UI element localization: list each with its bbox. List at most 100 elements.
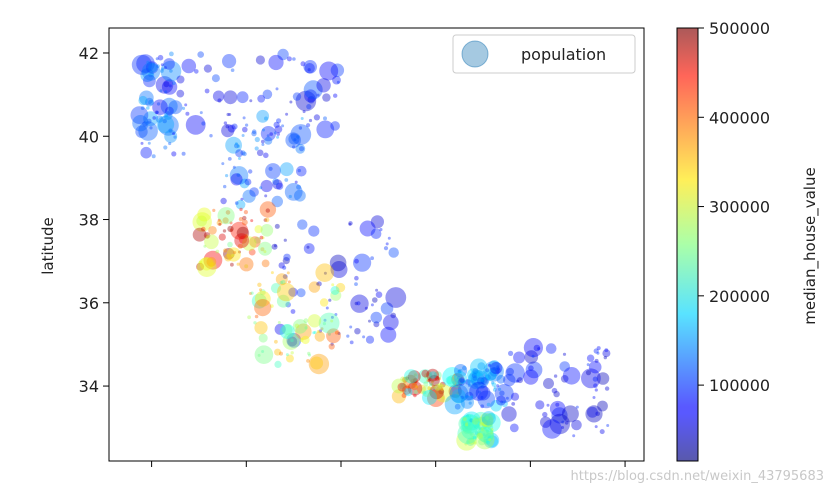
scatter-point	[295, 143, 306, 154]
scatter-point	[561, 405, 579, 423]
scatter-point	[326, 328, 341, 344]
scatter-point	[160, 63, 164, 67]
scatter-point	[462, 411, 482, 431]
scatter-point	[173, 135, 177, 139]
scatter-point	[553, 390, 560, 398]
scatter-point	[224, 253, 232, 262]
scatter-point	[458, 379, 479, 401]
scatter-point	[586, 363, 590, 367]
scatter-point	[279, 324, 295, 339]
scatter-point	[330, 289, 342, 301]
scatter-point	[261, 236, 265, 240]
scatter-point	[469, 381, 489, 401]
scatter-point	[350, 294, 369, 313]
scatter-point	[272, 178, 280, 186]
scatter-point	[261, 350, 265, 353]
scatter-point	[304, 62, 315, 74]
scatter-point	[316, 93, 320, 97]
scatter-point	[296, 184, 302, 190]
scatter-point	[480, 377, 489, 385]
scatter-point	[155, 111, 159, 114]
scatter-point	[270, 304, 274, 308]
scatter-point	[383, 246, 389, 251]
scatter-point	[318, 329, 322, 333]
scatter-point	[540, 416, 552, 428]
scatter-point	[279, 162, 294, 177]
scatter-point	[254, 236, 261, 244]
scatter-point	[475, 429, 495, 450]
scatter-point	[283, 238, 287, 242]
scatter-point	[256, 109, 270, 123]
scatter-point	[492, 367, 496, 371]
scatter-point	[467, 383, 471, 387]
scatter-point	[276, 294, 290, 308]
scatter-point	[433, 371, 442, 380]
scatter-point	[496, 395, 506, 406]
scatter-point	[368, 319, 371, 323]
scatter-point	[491, 382, 497, 387]
scatter-point	[599, 429, 605, 435]
scatter-point	[294, 180, 298, 184]
scatter-point	[261, 139, 265, 144]
scatter-point	[164, 129, 178, 143]
scatter-point	[208, 226, 217, 235]
scatter-point	[602, 349, 611, 358]
scatter-point	[348, 221, 353, 226]
scatter-point	[333, 93, 338, 98]
scatter-point	[204, 234, 219, 250]
scatter-point	[451, 377, 455, 381]
scatter-point	[146, 60, 150, 65]
scatter-point	[466, 440, 470, 444]
scatter-point	[402, 385, 412, 395]
scatter-point	[498, 387, 502, 391]
scatter-point	[226, 247, 241, 262]
scatter-point	[298, 126, 303, 130]
scatter-point	[225, 174, 229, 178]
scatter-point	[273, 244, 277, 248]
scatter-point	[316, 78, 331, 93]
scatter-point	[274, 360, 282, 368]
scatter-point	[282, 274, 288, 279]
scatter-point	[430, 383, 434, 387]
scatter-point	[257, 94, 266, 103]
plot-frame	[108, 27, 645, 462]
scatter-point	[375, 291, 383, 299]
scatter-point	[515, 379, 519, 383]
scatter-point	[485, 429, 490, 433]
scatter-point	[400, 376, 406, 382]
scatter-point	[426, 379, 430, 383]
scatter-point	[231, 253, 235, 258]
scatter-point	[281, 124, 285, 128]
scatter-point	[249, 187, 259, 197]
scatter-point	[422, 390, 427, 395]
scatter-point	[204, 88, 210, 94]
scatter-point	[537, 347, 541, 351]
scatter-point	[225, 124, 230, 129]
scatter-point	[152, 116, 156, 120]
scatter-point	[465, 426, 469, 430]
scatter-point	[414, 385, 418, 389]
scatter-point	[603, 355, 607, 360]
scatter-point	[308, 281, 321, 293]
scatter-point	[458, 416, 474, 432]
scatter-point	[572, 434, 576, 438]
scatter-point	[328, 332, 331, 336]
scatter-point	[223, 90, 238, 105]
scatter-point	[274, 339, 278, 344]
scatter-point	[156, 64, 160, 68]
scatter-point	[176, 89, 185, 98]
scatter-point	[242, 151, 247, 157]
scatter-point	[155, 76, 174, 94]
scatter-point	[472, 376, 478, 381]
scatter-point	[542, 411, 548, 418]
colorbar-ticks: 100000 200000 300000 400000 500000	[698, 19, 770, 395]
colorbar-tick-label: 300000	[709, 198, 770, 217]
legend-box	[452, 34, 636, 74]
scatter-point	[501, 406, 517, 422]
scatter-point	[462, 421, 467, 425]
scatter-point	[494, 367, 501, 374]
scatter-point	[428, 382, 432, 387]
scatter-point	[254, 314, 259, 319]
scatter-point	[138, 95, 148, 106]
legend-marker	[461, 40, 489, 68]
